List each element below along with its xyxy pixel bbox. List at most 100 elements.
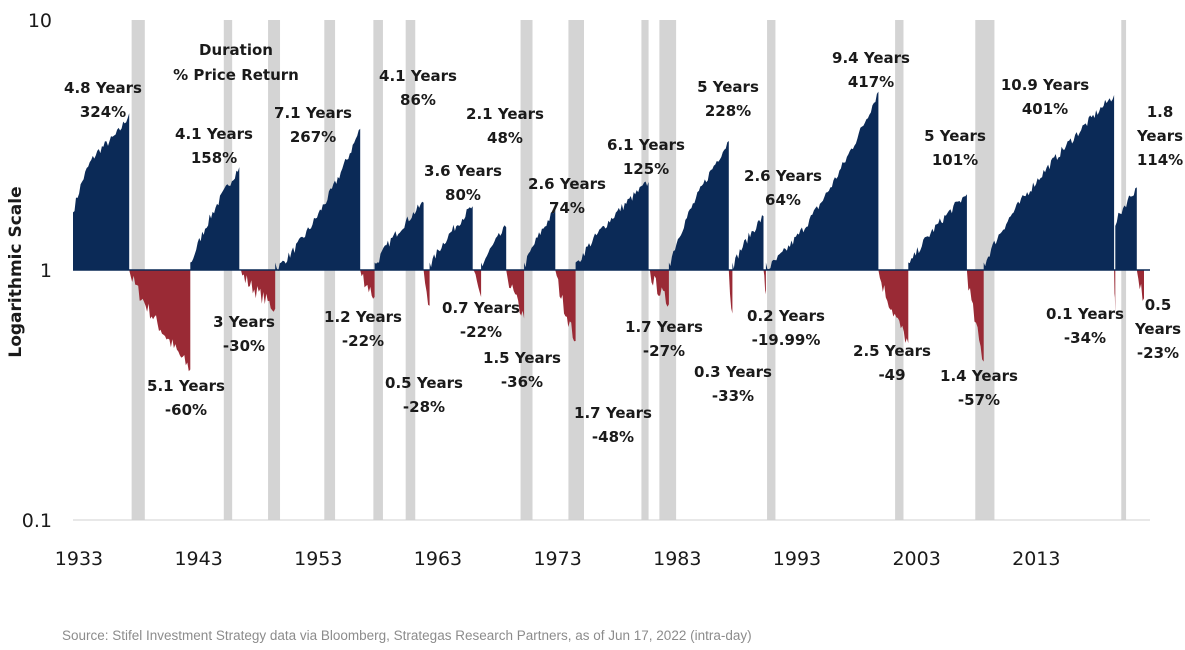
x-tick-label: 1993 [773, 548, 821, 570]
market-annotation: 1.7 Years -48% [574, 404, 652, 446]
x-tick-label: 1953 [294, 548, 342, 570]
bear-market-area [506, 270, 525, 319]
return-label: -57% [958, 391, 1000, 409]
duration-label: 4.1 Years [175, 125, 253, 143]
bull-market-area [524, 209, 556, 270]
market-areas [73, 91, 1144, 372]
x-axis: 1933 1943 1953 1963 1973 1983 1993 2003 2013 [55, 548, 1061, 570]
return-label: -48% [592, 428, 634, 446]
bull-market-area [732, 215, 764, 270]
bear-market-area [878, 270, 909, 344]
return-label: 228% [705, 102, 751, 120]
bull-market-area [983, 95, 1115, 270]
market-annotation: 2.1 Years 48% [466, 105, 544, 147]
duration-label: 1.5 Years [483, 349, 561, 367]
duration-label: 0.2 Years [747, 307, 825, 325]
market-annotation: 6.1 Years 125% [607, 136, 685, 178]
x-tick-label: 2013 [1012, 548, 1060, 570]
y-tick-label: 10 [28, 10, 52, 32]
return-label: -28% [403, 398, 445, 416]
duration-label: 1.2 Years [324, 308, 402, 326]
legend-note-duration: Duration [199, 41, 273, 59]
bull-market-area [73, 113, 130, 270]
return-label: 324% [80, 103, 126, 121]
market-annotation: 1.7 Years -27% [625, 318, 703, 360]
return-label: 48% [487, 129, 523, 147]
duration-label: 3.6 Years [424, 162, 502, 180]
duration-label: 1.8 [1147, 103, 1174, 121]
return-label: -30% [223, 337, 265, 355]
return-label: -49 [878, 366, 905, 384]
duration-label: 3 Years [213, 313, 275, 331]
bear-market-area [1114, 270, 1116, 316]
bear-market-area [472, 270, 482, 297]
return-label: -33% [712, 387, 754, 405]
bear-market-area [1136, 270, 1144, 301]
duration-label: 0.7 Years [442, 299, 520, 317]
return-label: -60% [165, 401, 207, 419]
market-annotation: 3.6 Years 80% [424, 162, 502, 204]
x-tick-label: 1973 [533, 548, 581, 570]
bull-market-area [275, 128, 361, 272]
market-annotation: 0.5 Years -28% [385, 374, 463, 416]
bull-market-area [765, 91, 879, 270]
duration-label: 5 Years [924, 127, 986, 145]
market-annotation: 2.6 Years 64% [744, 167, 822, 209]
x-tick-label: 2003 [892, 548, 940, 570]
market-annotation: 7.1 Years 267% [274, 104, 352, 146]
x-tick-label: 1963 [414, 548, 462, 570]
market-annotation: 2.5 Years -49 [853, 342, 931, 384]
bear-market-area [555, 270, 576, 342]
y-tick-label: 1 [40, 260, 52, 282]
duration-label: 0.1 Years [1046, 305, 1124, 323]
return-label: 101% [932, 151, 978, 169]
return-label: 267% [290, 128, 336, 146]
market-annotation: 2.6 Years 74% [528, 175, 606, 217]
return-label: 74% [549, 199, 585, 217]
x-tick-label: 1933 [55, 548, 103, 570]
market-annotation: 5 Years 228% [697, 78, 759, 120]
duration-label: 0.3 Years [694, 363, 772, 381]
return-label: -23% [1137, 344, 1179, 362]
market-annotation: 9.4 Years 417% [832, 49, 910, 91]
duration-label: 0.5 [1145, 296, 1172, 314]
return-label: -27% [643, 342, 685, 360]
duration-label: 1.4 Years [940, 367, 1018, 385]
duration-label: 4.8 Years [64, 79, 142, 97]
market-annotation: 3 Years -30% [213, 313, 275, 355]
duration-label: 2.5 Years [853, 342, 931, 360]
market-annotation: 4.8 Years 324% [64, 79, 142, 121]
bull-market-area [908, 194, 967, 270]
duration-label-unit: Years [1134, 320, 1181, 338]
x-tick-label: 1943 [174, 548, 222, 570]
market-annotation: 4.1 Years 158% [175, 125, 253, 167]
duration-label: 5 Years [697, 78, 759, 96]
duration-label: 5.1 Years [147, 377, 225, 395]
market-annotation: 0.5 Years -23% [1134, 296, 1181, 362]
market-annotation: 1.2 Years -22% [324, 308, 402, 350]
bull-market-area [429, 206, 473, 270]
duration-label: 9.4 Years [832, 49, 910, 67]
bear-market-area [360, 270, 375, 299]
return-label: -34% [1064, 329, 1106, 347]
market-annotation: 1.8 Years 114% [1136, 103, 1183, 169]
market-annotation: 0.3 Years -33% [694, 363, 772, 405]
market-annotation: 10.9 Years 401% [1001, 76, 1089, 118]
bull-market-area [190, 167, 240, 270]
return-label: 158% [191, 149, 237, 167]
duration-label: 6.1 Years [607, 136, 685, 154]
return-label: -22% [342, 332, 384, 350]
bull-market-area [668, 141, 729, 270]
y-axis-title: Logarithmic Scale [6, 186, 26, 357]
duration-label: 2.6 Years [528, 175, 606, 193]
bear-market-area [966, 270, 984, 362]
y-axis: 10 1 0.1 [22, 10, 52, 532]
return-label: -22% [460, 323, 502, 341]
duration-label: 1.7 Years [574, 404, 652, 422]
source-note: Source: Stifel Investment Strategy data … [62, 628, 752, 643]
y-tick-label: 0.1 [22, 510, 52, 532]
market-annotation: 0.1 Years -34% [1046, 305, 1124, 347]
bull-market-area [1115, 187, 1137, 270]
duration-label: 2.1 Years [466, 105, 544, 123]
